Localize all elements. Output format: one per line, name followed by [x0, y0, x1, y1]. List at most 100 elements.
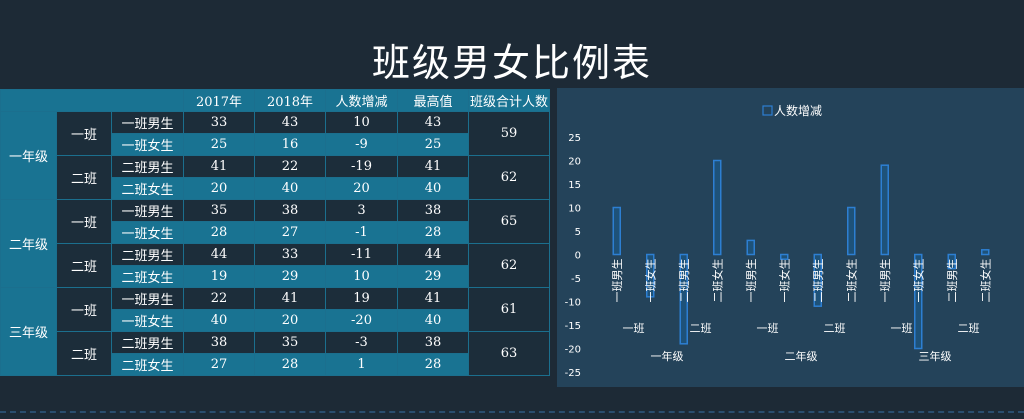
y-tick-label: -5 [571, 274, 581, 285]
max-cell: 38 [397, 331, 469, 354]
y-tick-label: 10 [568, 204, 581, 215]
change-cell: -20 [325, 309, 398, 332]
value-2017-cell: 27 [183, 353, 255, 376]
value-2018-cell: 16 [254, 133, 326, 156]
bar [646, 253, 655, 298]
bar [880, 164, 889, 256]
value-2018-cell: 35 [254, 331, 326, 354]
class-cell: 二班 [56, 155, 112, 200]
page-title: 班级男女比例表 [371, 41, 652, 85]
change-cell: 20 [325, 177, 398, 200]
row-label-cell: 二班女生 [111, 353, 184, 376]
max-cell: 40 [397, 309, 469, 332]
value-2017-cell: 44 [183, 243, 255, 266]
bar [947, 253, 956, 270]
class-cell: 一班 [56, 199, 112, 244]
legend-swatch [762, 105, 773, 116]
value-2017-cell: 40 [183, 309, 255, 332]
bar [981, 249, 990, 256]
change-cell: 10 [325, 265, 398, 288]
row-label-cell: 二班女生 [111, 177, 184, 200]
value-2018-cell: 38 [254, 199, 326, 222]
class-group-label: 一班 [757, 322, 779, 335]
table-row: 二班女生 27 28 1 28 [1, 353, 550, 376]
table-header-cell: 最高值 [397, 89, 469, 112]
value-2017-cell: 28 [183, 221, 255, 244]
grade-group-label: 一年级 [651, 349, 684, 363]
row-label-cell: 一班女生 [111, 221, 184, 244]
value-2017-cell: 19 [183, 265, 255, 288]
max-cell: 43 [397, 111, 469, 134]
bar [713, 159, 722, 256]
bar [746, 239, 755, 256]
value-2018-cell: 20 [254, 309, 326, 332]
category-tick-label: 二班男生 [945, 259, 959, 303]
value-2018-cell: 40 [254, 177, 326, 200]
table-row: 二班 二班男生 38 35 -3 38 63 [1, 331, 550, 376]
change-cell: -19 [325, 155, 398, 178]
category-tick-label: 二班男生 [811, 259, 825, 303]
category-tick-label: 一班女生 [911, 259, 925, 303]
category-tick-label: 一班男生 [878, 259, 892, 303]
class-cell: 二班 [56, 243, 112, 288]
row-label-cell: 二班女生 [111, 265, 184, 288]
max-cell: 29 [397, 265, 469, 288]
row-label-cell: 一班女生 [111, 133, 184, 156]
table-row: 二班 二班男生 44 33 -11 44 62 [1, 243, 550, 288]
y-tick-label: 5 [575, 227, 581, 238]
table-header-row: 2017年 2018年 人数增减 最高值 班级合计人数 [0, 89, 550, 112]
divider-line [0, 411, 1024, 413]
category-tick-label: 二班女生 [844, 259, 858, 303]
category-tick-label: 一班男生 [610, 259, 624, 303]
table-header-cell: 2018年 [254, 89, 326, 112]
table-row: 一年级 一班 一班男生 33 43 10 43 59 [0, 111, 550, 200]
change-cell: 10 [325, 111, 398, 134]
change-cell: -3 [325, 331, 398, 354]
table-row: 二班女生 19 29 10 29 [1, 265, 550, 288]
y-tick-label: 0 [575, 251, 581, 262]
bar [813, 253, 822, 307]
table-row: 二班 二班男生 41 22 -19 41 62 [1, 155, 550, 200]
category-tick-label: 一班男生 [744, 259, 758, 303]
class-cell: 二班 [56, 331, 112, 376]
category-tick-label: 二班男生 [677, 259, 691, 303]
table-header-cell: 班级合计人数 [468, 89, 550, 112]
bar [780, 253, 789, 260]
category-tick-label: 一班女生 [643, 259, 657, 303]
row-label-cell: 二班男生 [111, 243, 184, 266]
value-2018-cell: 43 [254, 111, 326, 134]
grade-cell: 二年级 [0, 199, 57, 288]
chart-panel: 人数增减 25 20 15 10 5 0 -5 -10 -15 -20 -25 一班男生 一班女生 二班男生… [557, 88, 1024, 387]
grade-group-label: 二年级 [785, 349, 818, 363]
row-label-cell: 二班男生 [111, 331, 184, 354]
max-cell: 38 [397, 199, 469, 222]
class-group-label: 一班 [623, 322, 645, 335]
value-2017-cell: 25 [183, 133, 255, 156]
class-total-cell: 61 [468, 287, 550, 332]
row-label-cell: 二班男生 [111, 155, 184, 178]
class-total-cell: 65 [468, 199, 550, 244]
category-tick-label: 一班女生 [777, 259, 791, 303]
row-label-cell: 一班女生 [111, 309, 184, 332]
value-2018-cell: 41 [254, 287, 326, 310]
max-cell: 41 [397, 287, 469, 310]
value-2018-cell: 28 [254, 353, 326, 376]
table-row: 二年级 一班 一班男生 35 38 3 38 65 [0, 199, 550, 288]
change-cell: -11 [325, 243, 398, 266]
max-cell: 41 [397, 155, 469, 178]
change-cell: 1 [325, 353, 398, 376]
change-cell: 3 [325, 199, 398, 222]
max-cell: 40 [397, 177, 469, 200]
class-total-cell: 62 [468, 243, 550, 288]
value-2018-cell: 22 [254, 155, 326, 178]
table-row: 一班女生 40 20 -20 40 [1, 309, 550, 332]
value-2017-cell: 35 [183, 199, 255, 222]
change-cell: -1 [325, 221, 398, 244]
class-total-cell: 59 [468, 111, 550, 156]
class-group-label: 二班 [690, 322, 712, 335]
legend-label: 人数增减 [774, 103, 822, 118]
table-row: 一班女生 25 16 -9 25 [1, 133, 550, 156]
grade-cell: 三年级 [0, 287, 57, 376]
table-header-blank [0, 89, 184, 112]
value-2018-cell: 27 [254, 221, 326, 244]
